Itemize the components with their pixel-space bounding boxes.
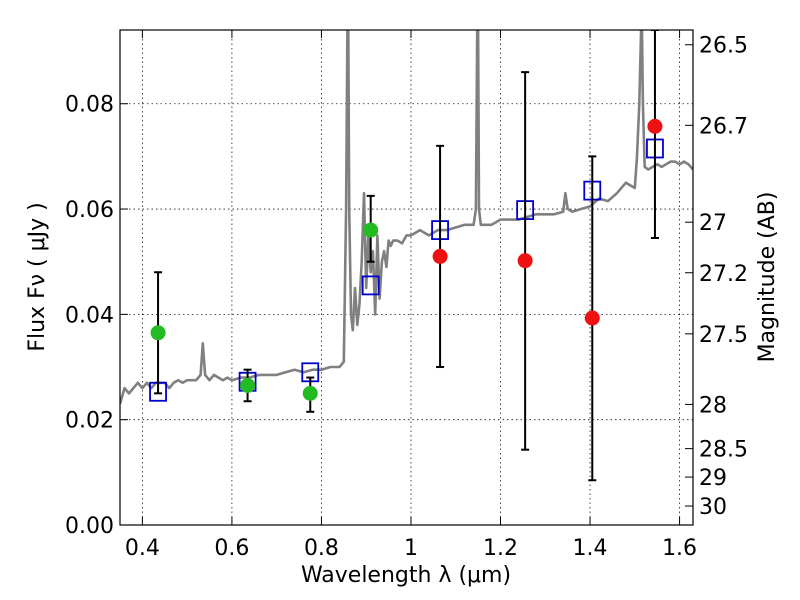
photometry-point xyxy=(302,385,318,401)
x-tick-label: 0.6 xyxy=(214,536,249,561)
x-tick-label: 0.4 xyxy=(125,536,160,561)
y-axis-label-right: Magnitude (AB) xyxy=(755,192,780,363)
magnitude-tick-label: 26.7 xyxy=(699,114,748,139)
x-tick-label: 1.4 xyxy=(573,536,608,561)
model-square-point xyxy=(361,275,380,296)
magnitude-tick-label: 29 xyxy=(699,466,727,491)
magnitude-tick-label: 30 xyxy=(699,495,727,520)
spectrum-line xyxy=(120,30,693,405)
photometry-point xyxy=(363,222,379,238)
y-tick-label: 0.08 xyxy=(65,93,114,118)
photometry-point xyxy=(517,253,533,269)
magnitude-tick-label: 28.5 xyxy=(699,438,748,463)
axis-ticks: 0.4 0.6 0.8 1 1.2 1.4 1.6 0.00 0.02 0.04 0.06 0.08 2… xyxy=(65,30,748,561)
photometry-point xyxy=(150,325,166,341)
x-axis-label: Wavelength λ (μm) xyxy=(301,563,511,588)
plot-area xyxy=(120,30,693,482)
y-tick-label: 0.02 xyxy=(65,409,114,434)
photometry-point xyxy=(432,248,448,264)
x-tick-label: 1.2 xyxy=(483,536,518,561)
magnitude-tick-label: 26.5 xyxy=(699,34,748,59)
y-axis-label-left: Flux Fν ( μJy ) xyxy=(25,202,50,351)
photometry-point xyxy=(584,310,600,326)
magnitude-tick-label: 27.2 xyxy=(699,262,748,287)
magnitude-tick-label: 27 xyxy=(699,211,727,236)
plot-frame xyxy=(119,29,694,526)
y-tick-label: 0.04 xyxy=(65,303,114,328)
magnitude-tick-label: 27.5 xyxy=(699,323,748,348)
x-tick-label: 0.8 xyxy=(304,536,339,561)
magnitude-tick-label: 28 xyxy=(699,393,727,418)
x-tick-label: 1 xyxy=(404,536,418,561)
photometry-point xyxy=(240,377,256,393)
grid-lines xyxy=(120,30,693,526)
photometry-point xyxy=(647,118,663,134)
y-tick-label: 0.00 xyxy=(65,514,114,539)
y-tick-label: 0.06 xyxy=(65,198,114,223)
x-tick-label: 1.6 xyxy=(662,536,697,561)
